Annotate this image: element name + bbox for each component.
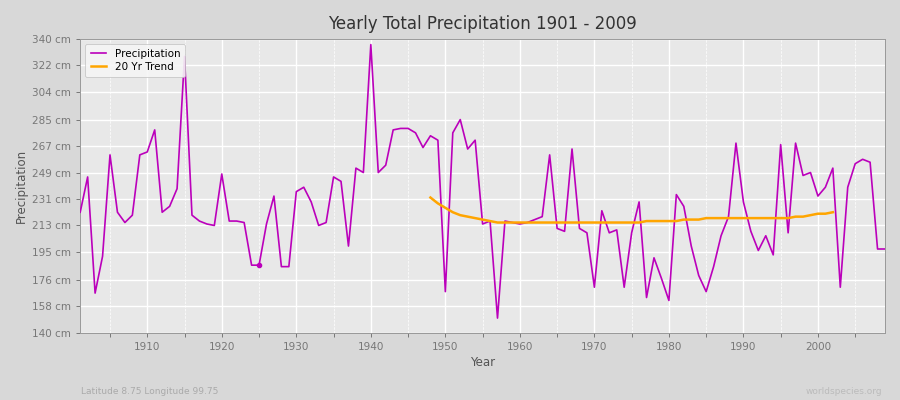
Precipitation (879, 246, 890, 251)
Precipitation (365, 42, 376, 47)
Precipitation (134, 152, 145, 157)
Text: Latitude 8.75 Longitude 99.75: Latitude 8.75 Longitude 99.75 (81, 387, 219, 396)
20 Yr Trend (425, 195, 436, 200)
20 Yr Trend (790, 214, 801, 219)
Line: 20 Yr Trend: 20 Yr Trend (430, 198, 832, 222)
20 Yr Trend (581, 220, 592, 225)
Precipitation (299, 185, 310, 190)
Legend: Precipitation, 20 Yr Trend: Precipitation, 20 Yr Trend (86, 44, 185, 78)
20 Yr Trend (492, 220, 503, 225)
Precipitation (529, 217, 540, 222)
20 Yr Trend (507, 220, 517, 225)
20 Yr Trend (820, 211, 831, 216)
20 Yr Trend (470, 216, 481, 220)
Precipitation (522, 220, 533, 225)
Y-axis label: Precipitation: Precipitation (15, 149, 28, 223)
Precipitation (492, 316, 503, 320)
Precipitation (343, 244, 354, 248)
20 Yr Trend (827, 210, 838, 215)
Precipitation (75, 210, 86, 215)
Precipitation (619, 285, 630, 290)
Line: Precipitation: Precipitation (80, 45, 885, 318)
X-axis label: Year: Year (470, 356, 495, 369)
Title: Yearly Total Precipitation 1901 - 2009: Yearly Total Precipitation 1901 - 2009 (328, 15, 637, 33)
20 Yr Trend (529, 220, 540, 225)
Text: worldspecies.org: worldspecies.org (806, 387, 882, 396)
